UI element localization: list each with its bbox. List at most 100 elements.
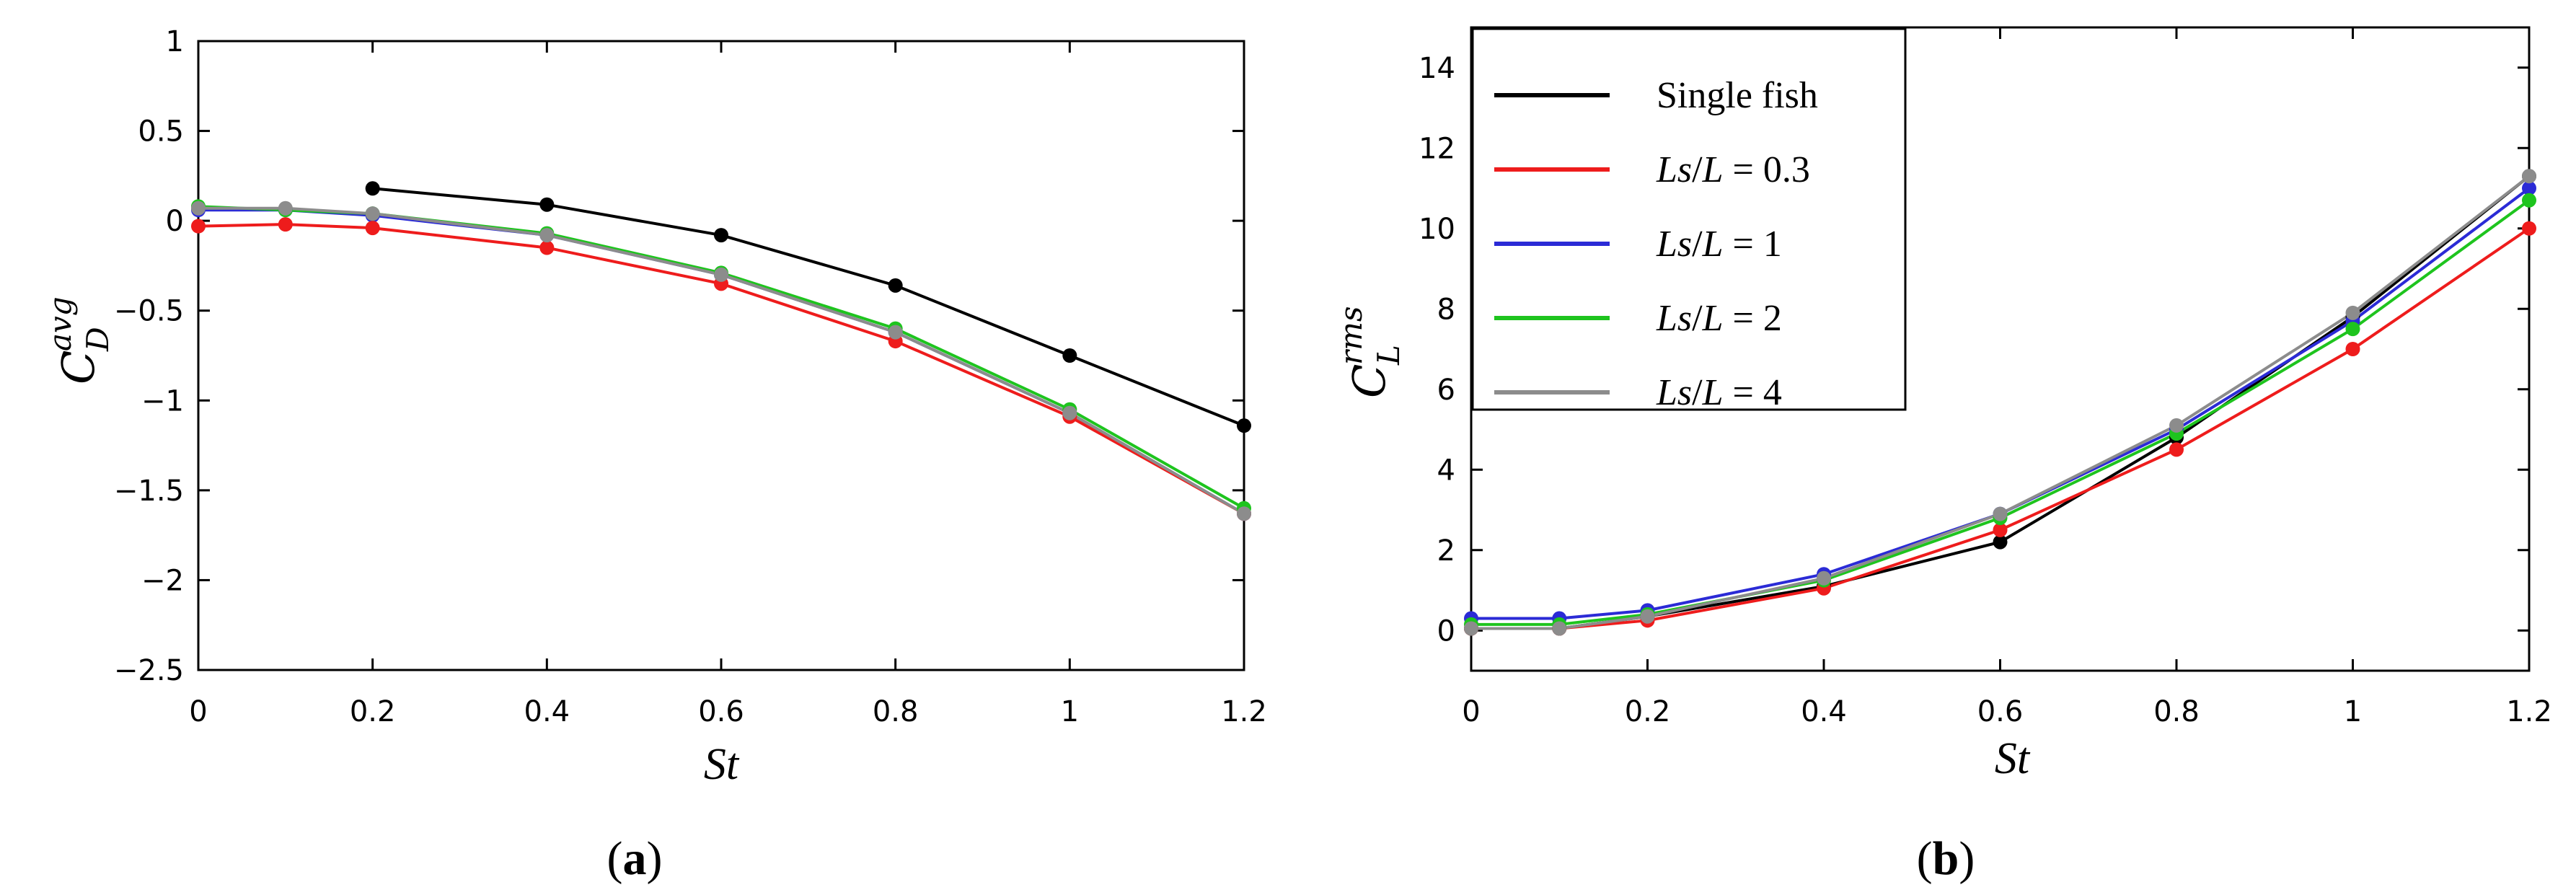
data-point-ls-l-2 — [2345, 322, 2360, 337]
series-line-ls-l-1 — [1471, 187, 2531, 620]
y-tick-label: 0.5 — [138, 115, 184, 149]
data-point-ls-l-0-3 — [191, 219, 206, 234]
y-tick-label: −0.5 — [114, 295, 184, 328]
y-tick-label: 10 — [1419, 213, 1455, 246]
data-point-ls-l-1 — [2522, 181, 2536, 195]
data-point-ls-l-4 — [1062, 405, 1077, 420]
series-points-a — [191, 181, 1251, 521]
data-point-ls-l-0-3 — [2345, 342, 2360, 356]
y-tick-label: 2 — [1437, 534, 1455, 568]
plot-frame-a — [197, 40, 1245, 671]
y-tick-label: −2.5 — [114, 654, 184, 687]
legend-label: Ls/L = 0.3 — [1656, 149, 1810, 190]
panel-label-a: (a) — [607, 832, 663, 885]
data-point-ls-l-4 — [1552, 621, 1567, 636]
y-tick-label: 1 — [166, 25, 184, 58]
series-points-b — [1464, 169, 2536, 636]
x-tick-label: 0.4 — [524, 695, 570, 728]
data-point-single-fish — [714, 228, 728, 243]
x-tick-label: 1.2 — [1221, 695, 1267, 728]
data-point-single-fish — [365, 181, 380, 196]
data-point-single-fish — [888, 278, 903, 293]
y-axis-label-a-sup: avg — [43, 296, 78, 351]
series-lines-a — [198, 187, 1245, 515]
x-tick-label: 1 — [2344, 695, 2362, 728]
y-axis-label-a-sub: D — [80, 327, 115, 352]
y-tick-label: 0 — [166, 205, 184, 238]
y-tick-label: 4 — [1437, 454, 1455, 487]
y-tick-label: 12 — [1419, 132, 1455, 165]
y-tick-label: −1 — [141, 384, 184, 418]
y-axis-label-b-sup: rms — [1333, 307, 1369, 365]
data-point-ls-l-4 — [714, 267, 728, 282]
legend-label: Single fish — [1657, 75, 1818, 116]
data-point-ls-l-4 — [888, 325, 903, 340]
y-axis-label-b-main: C — [1343, 364, 1395, 398]
data-point-ls-l-0-3 — [1993, 522, 2008, 537]
series-line-ls-l-4 — [1471, 175, 2531, 630]
data-point-single-fish — [539, 197, 555, 212]
y-axis-label-b-sub: L — [1371, 345, 1406, 366]
data-point-ls-l-4 — [1464, 621, 1478, 636]
y-tick-label: 14 — [1419, 52, 1455, 85]
y-tick-label: −2 — [141, 564, 184, 597]
data-point-ls-l-2 — [2522, 193, 2536, 208]
x-tick-label: 0.8 — [873, 695, 919, 728]
data-point-ls-l-0-3 — [2169, 442, 2184, 457]
series-line-ls-l-2 — [198, 205, 1245, 510]
x-tick-label: 1 — [1061, 695, 1079, 728]
data-point-ls-l-4 — [365, 206, 380, 221]
legend-label: Ls/L = 1 — [1656, 224, 1782, 265]
x-tick-label: 0.6 — [698, 695, 744, 728]
y-tick-label: 0 — [1437, 614, 1455, 648]
data-point-ls-l-0-3 — [278, 217, 293, 232]
x-tick-label: 0.2 — [350, 695, 396, 728]
data-point-ls-l-4 — [278, 200, 293, 216]
series-line-ls-l-4 — [198, 206, 1245, 515]
data-point-ls-l-4 — [1817, 570, 1831, 586]
x-axis-label-b: St — [1995, 734, 2031, 783]
series-lines-b — [1471, 175, 2531, 630]
data-point-single-fish — [1062, 348, 1077, 363]
x-tick-label: 0.8 — [2153, 695, 2200, 728]
ticks-a: 0 0.2 0.4 0.6 0.8 1 1.2 1 0.5 0 −0.5 −1 −1.5 −2 −2.5 — [114, 25, 1267, 728]
x-tick-label: 0 — [1462, 695, 1480, 728]
y-tick-label: 6 — [1437, 374, 1455, 407]
series-line-ls-l-0-3 — [198, 223, 1245, 515]
x-tick-label: 1.2 — [2506, 695, 2552, 728]
x-tick-label: 0.2 — [1625, 695, 1671, 728]
data-point-ls-l-4 — [1993, 506, 2008, 521]
series-line-single-fish — [372, 187, 1245, 428]
legend-label: Ls/L = 4 — [1656, 372, 1782, 413]
data-point-ls-l-4 — [539, 228, 555, 243]
legend-box — [1471, 27, 1907, 411]
data-point-ls-l-4 — [1237, 506, 1251, 521]
x-axis-label-a: St — [704, 740, 740, 789]
series-line-ls-l-2 — [1471, 199, 2531, 626]
panel-a: 0 0.2 0.4 0.6 0.8 1 1.2 1 0.5 0 −0.5 −1 −1.5 −2 −2.5 S… — [43, 25, 1267, 885]
data-point-ls-l-4 — [2345, 305, 2360, 320]
x-tick-label: 0 — [189, 695, 207, 728]
data-point-ls-l-4 — [2522, 169, 2536, 184]
data-point-ls-l-4 — [1640, 609, 1655, 624]
ticks-b: 0 0.2 0.4 0.6 0.8 1 1.2 0 2 4 6 8 10 12 14 — [1419, 27, 2552, 728]
y-axis-label-b: C rms L — [1333, 307, 1406, 398]
x-tick-label: 0.6 — [1977, 695, 2024, 728]
y-tick-label: 8 — [1437, 293, 1455, 326]
data-point-ls-l-0-3 — [2522, 221, 2536, 236]
x-tick-label: 0.4 — [1801, 695, 1847, 728]
y-axis-label-a-main: C — [52, 350, 105, 384]
legend-label: Ls/L = 2 — [1656, 298, 1782, 339]
legend: Single fish Ls/L = 0.3 Ls/L = 1 Ls/L = 2 Ls/… — [1471, 27, 1907, 413]
y-tick-label: −1.5 — [114, 475, 184, 508]
data-point-ls-l-0-3 — [365, 221, 380, 236]
data-point-single-fish — [1993, 534, 2008, 550]
data-point-single-fish — [1237, 418, 1251, 433]
y-axis-label-a: C avg D — [43, 296, 115, 384]
panel-label-b: (b) — [1917, 832, 1975, 885]
data-point-ls-l-4 — [2169, 418, 2184, 433]
data-point-ls-l-4 — [191, 200, 206, 216]
data-point-ls-l-0-3 — [539, 240, 555, 255]
